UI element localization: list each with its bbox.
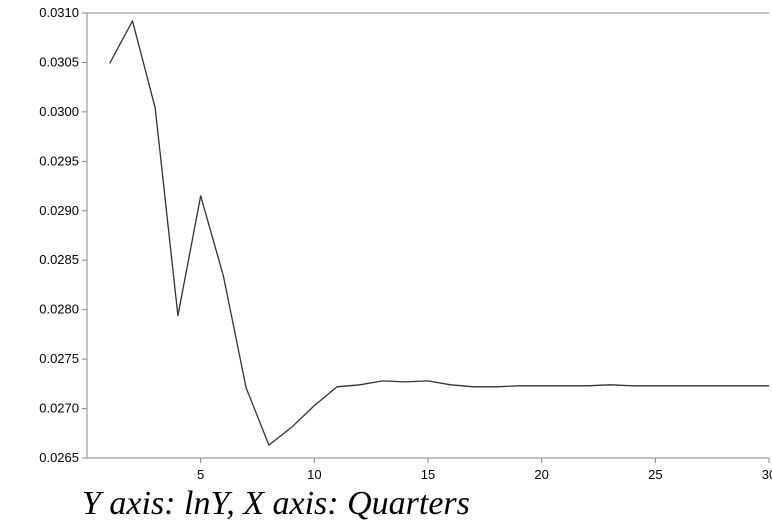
y-tick-label: 0.0265 — [39, 450, 79, 465]
y-tick-label: 0.0305 — [39, 54, 79, 69]
y-tick-label: 0.0295 — [39, 153, 79, 168]
chart-caption: Y axis: lnY, X axis: Quarters — [82, 485, 470, 522]
x-tick-label: 20 — [534, 467, 548, 482]
x-tick-label: 25 — [648, 467, 662, 482]
line-chart: 0.0265 0.0270 0.0275 0.0280 0.0285 0.0290 0.02… — [39, 5, 772, 482]
chart-axes — [86, 12, 769, 459]
y-tick-label: 0.0300 — [39, 104, 79, 119]
y-tick-label: 0.0290 — [39, 203, 79, 218]
y-tick-label: 0.0285 — [39, 252, 79, 267]
series-line — [109, 20, 769, 446]
y-tick-label: 0.0270 — [39, 401, 79, 416]
series-layer — [109, 20, 769, 446]
x-tick-label: 15 — [421, 467, 435, 482]
x-tick-label: 30 — [762, 467, 772, 482]
x-axis-ticks: 5 10 15 20 25 30 — [197, 458, 772, 482]
y-tick-label: 0.0310 — [39, 5, 79, 20]
x-tick-label: 10 — [307, 467, 321, 482]
y-tick-label: 0.0280 — [39, 302, 79, 317]
x-tick-label: 5 — [197, 467, 204, 482]
y-tick-label: 0.0275 — [39, 351, 79, 366]
y-axis-ticks: 0.0265 0.0270 0.0275 0.0280 0.0285 0.0290 0.02… — [39, 5, 87, 465]
